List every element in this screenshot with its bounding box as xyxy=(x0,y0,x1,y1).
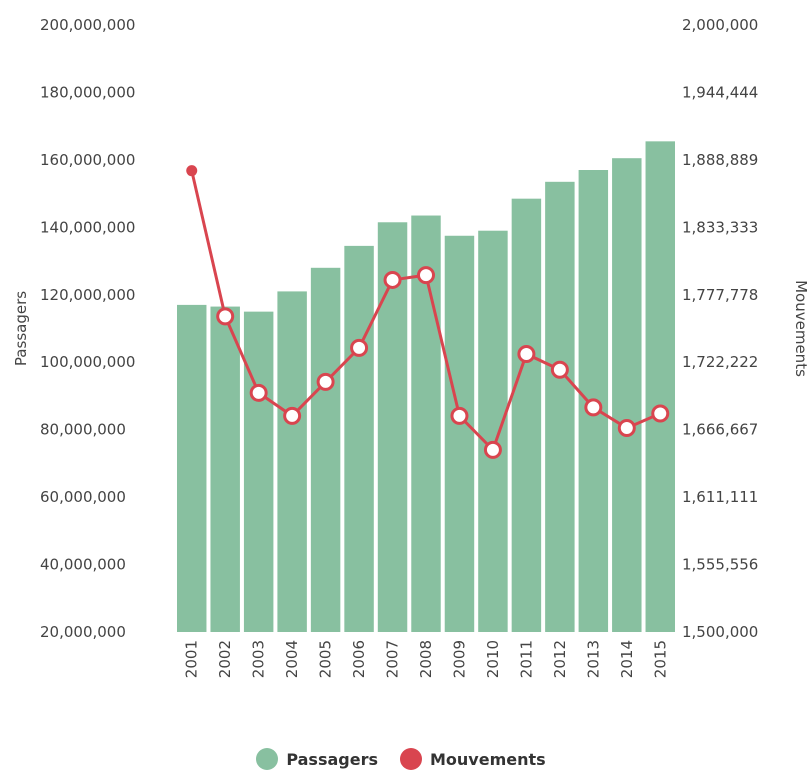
x-tick-label: 2014 xyxy=(618,640,636,678)
left-tick-label: 40,000,000 xyxy=(40,556,126,574)
point-2007[interactable] xyxy=(383,270,402,289)
point-2015[interactable] xyxy=(651,404,670,423)
right-tick-label: 1,944,444 xyxy=(682,83,758,101)
left-tick-label: 100,000,000 xyxy=(40,353,135,371)
right-tick-label: 1,777,778 xyxy=(682,286,758,304)
line-series xyxy=(186,165,670,459)
x-tick-label: 2003 xyxy=(250,640,268,678)
left-tick-label: 160,000,000 xyxy=(40,151,135,169)
x-tick-label: 2001 xyxy=(183,640,201,678)
x-tick-label: 2012 xyxy=(551,640,569,678)
legend-swatch-mouvements xyxy=(399,748,422,770)
bar-2005[interactable] xyxy=(310,267,341,632)
legend-item-mouvements[interactable]: Mouvements xyxy=(399,748,546,770)
bar-2015[interactable] xyxy=(645,141,675,632)
point-2003[interactable] xyxy=(249,383,268,402)
bar-2014[interactable] xyxy=(612,158,642,633)
right-tick-label: 1,833,333 xyxy=(682,218,758,236)
left-tick-label: 180,000,000 xyxy=(40,83,135,101)
legend-swatch-passagers xyxy=(256,748,279,770)
chart: 200,000,000 180,000,000 160,000,000 140,000… xyxy=(12,16,810,678)
bar-2011[interactable] xyxy=(511,198,542,633)
bar-2002[interactable] xyxy=(210,306,240,632)
bar-2001[interactable] xyxy=(177,304,207,632)
right-tick-label: 2,000,000 xyxy=(682,16,758,34)
point-2008[interactable] xyxy=(417,266,435,285)
x-tick-label: 2009 xyxy=(450,640,468,678)
x-tick-label: 2011 xyxy=(517,640,535,678)
x-tick-label: 2008 xyxy=(417,640,435,678)
right-tick-label: 1,555,556 xyxy=(682,556,758,574)
left-tick-label: 60,000,000 xyxy=(40,488,126,506)
bar-2004[interactable] xyxy=(277,291,307,632)
left-tick-label: 80,000,000 xyxy=(40,421,126,439)
right-tick-label: 1,666,667 xyxy=(682,421,758,439)
x-axis-ticks: 2001 2002 2003 2004 2005 2006 2007 2008 2009 2010… xyxy=(183,640,670,678)
x-tick-label: 2004 xyxy=(283,640,301,678)
x-tick-label: 2015 xyxy=(651,640,669,678)
left-axis-title: Passagers xyxy=(12,291,30,366)
legend-item-passagers[interactable]: Passagers xyxy=(256,748,378,770)
point-2009[interactable] xyxy=(450,406,469,425)
left-tick-label: 20,000,000 xyxy=(40,623,126,641)
point-2001[interactable] xyxy=(186,165,198,177)
point-2005[interactable] xyxy=(316,372,335,391)
right-tick-label: 1,611,111 xyxy=(682,488,758,506)
legend-label-passagers: Passagers xyxy=(286,749,378,769)
bar-2006[interactable] xyxy=(344,245,374,632)
point-2012[interactable] xyxy=(550,360,569,379)
right-tick-label: 1,888,889 xyxy=(682,151,758,169)
x-tick-label: 2005 xyxy=(317,640,335,678)
legend: Passagers Mouvements xyxy=(0,748,810,770)
bar-2008[interactable] xyxy=(411,215,441,632)
right-tick-label: 1,722,222 xyxy=(682,353,758,371)
point-2013[interactable] xyxy=(584,398,603,417)
bar-2010[interactable] xyxy=(478,230,508,632)
bar-2012[interactable] xyxy=(545,181,575,632)
bars xyxy=(177,141,675,633)
x-tick-label: 2006 xyxy=(350,640,368,678)
bar-2009[interactable] xyxy=(444,235,475,632)
bar-2007[interactable] xyxy=(377,222,408,632)
legend-label-mouvements: Mouvements xyxy=(429,749,546,769)
right-axis-ticks: 2,000,000 1,944,444 1,888,889 1,833,333 1,77… xyxy=(682,16,758,641)
point-2011[interactable] xyxy=(517,344,536,363)
point-2006[interactable] xyxy=(350,338,369,357)
left-tick-label: 200,000,000 xyxy=(40,16,135,34)
x-tick-label: 2007 xyxy=(384,640,402,678)
point-2002[interactable] xyxy=(216,307,235,326)
point-2014[interactable] xyxy=(617,419,636,438)
point-2004[interactable] xyxy=(283,406,302,425)
x-tick-label: 2013 xyxy=(584,640,602,678)
right-tick-label: 1,500,000 xyxy=(682,623,758,641)
left-tick-label: 120,000,000 xyxy=(40,286,135,304)
x-tick-label: 2002 xyxy=(216,640,234,678)
left-axis-ticks: 200,000,000 180,000,000 160,000,000 140,000… xyxy=(40,16,135,641)
x-tick-label: 2010 xyxy=(484,640,502,678)
right-axis-title: Mouvements xyxy=(792,280,810,377)
left-tick-label: 140,000,000 xyxy=(40,218,135,236)
point-2010[interactable] xyxy=(483,440,502,459)
bar-2003[interactable] xyxy=(243,311,274,632)
